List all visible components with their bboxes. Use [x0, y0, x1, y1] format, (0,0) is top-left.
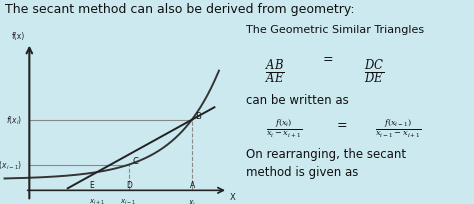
- Text: The secant method can also be derived from geometry:: The secant method can also be derived fr…: [5, 3, 355, 16]
- Text: A: A: [190, 180, 195, 189]
- Text: $f(x_i)$: $f(x_i)$: [6, 114, 23, 126]
- Text: f(x): f(x): [11, 32, 25, 41]
- Text: $\mathit{\frac{AB}{AE}}$: $\mathit{\frac{AB}{AE}}$: [265, 57, 285, 86]
- Text: On rearranging, the secant
method is given as: On rearranging, the secant method is giv…: [246, 147, 407, 178]
- Text: $\frac{f(x_{i-1})}{x_{i-1} - x_{i+1}}$: $\frac{f(x_{i-1})}{x_{i-1} - x_{i+1}}$: [375, 116, 421, 139]
- Text: $\mathit{\frac{DC}{DE}}$: $\mathit{\frac{DC}{DE}}$: [364, 57, 385, 86]
- Text: C: C: [132, 156, 138, 165]
- Text: $x_i$: $x_i$: [188, 197, 196, 204]
- Text: $x_{i+1}$: $x_{i+1}$: [89, 197, 105, 204]
- Text: $\frac{f(x_i)}{x_i - x_{i+1}}$: $\frac{f(x_i)}{x_i - x_{i+1}}$: [266, 116, 302, 139]
- Text: B: B: [195, 112, 201, 121]
- Text: $=$: $=$: [335, 116, 348, 129]
- Text: The Geometric Similar Triangles: The Geometric Similar Triangles: [246, 24, 425, 34]
- Text: $=$: $=$: [320, 51, 334, 64]
- Text: X: X: [230, 192, 236, 201]
- Text: $x_{i-1}$: $x_{i-1}$: [120, 197, 137, 204]
- Text: can be written as: can be written as: [246, 94, 349, 107]
- Text: $f(x_{i-1})$: $f(x_{i-1})$: [0, 159, 23, 171]
- Text: E: E: [89, 180, 94, 189]
- Text: D: D: [127, 180, 132, 189]
